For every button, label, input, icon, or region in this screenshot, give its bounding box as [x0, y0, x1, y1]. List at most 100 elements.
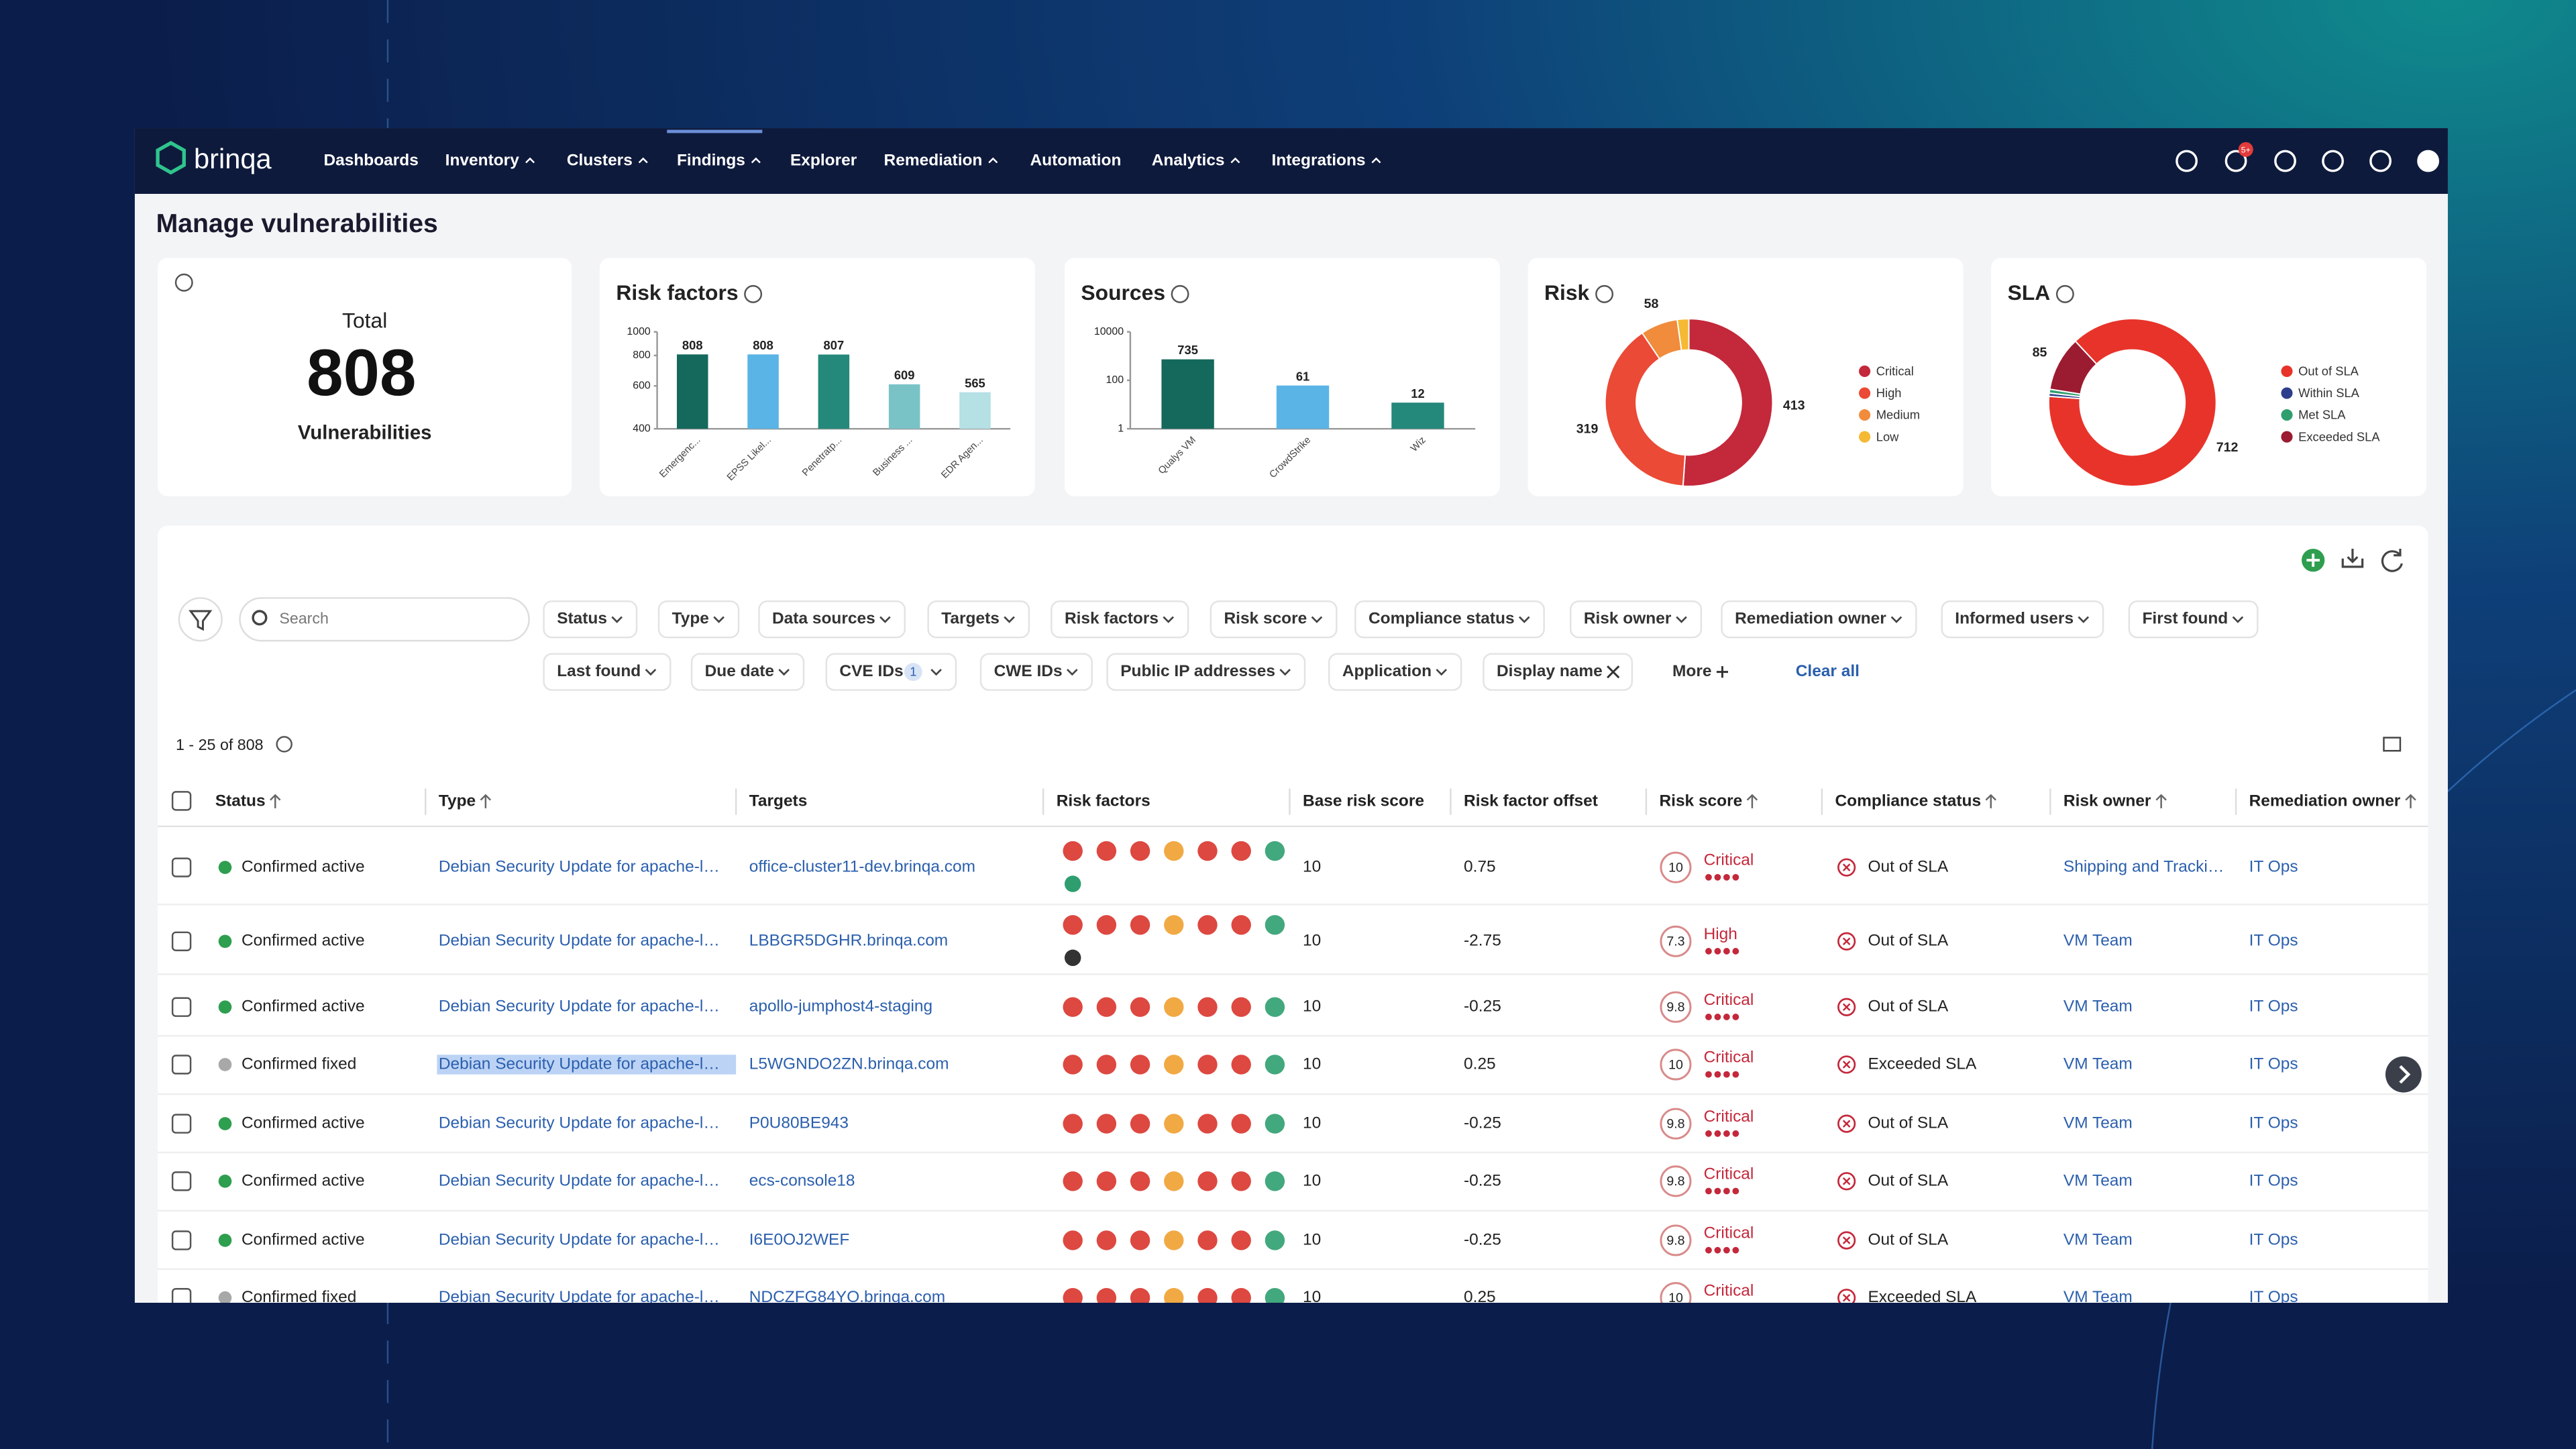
nav-item[interactable]: Explorer	[790, 151, 857, 169]
caret	[2232, 616, 2244, 623]
checkbox[interactable]	[171, 997, 192, 1017]
checkbox[interactable]	[171, 857, 192, 877]
column-header[interactable]: Type	[439, 792, 476, 810]
checkbox[interactable]	[171, 1171, 192, 1191]
filter-chip[interactable]: First found	[2142, 610, 2228, 628]
filter-chip[interactable]: Risk owner	[1584, 610, 1672, 628]
type-link[interactable]: Debian Security Update for apache-l…	[439, 932, 720, 950]
target-link[interactable]: L5WGNDO2ZN.brinqa.com	[749, 1055, 949, 1073]
target-link[interactable]: P0U80BE943	[749, 1114, 849, 1132]
column-header[interactable]: Risk owner	[2063, 792, 2151, 810]
checkbox[interactable]	[171, 1288, 192, 1307]
filter-chip[interactable]: Type	[672, 610, 709, 628]
type-link[interactable]: Debian Security Update for apache-l…	[439, 1055, 720, 1073]
nav-icon[interactable]	[2224, 150, 2247, 172]
filter-chip[interactable]: Risk score	[1224, 610, 1307, 628]
risk-owner[interactable]: VM Team	[2063, 1114, 2133, 1132]
nav-icon[interactable]	[2322, 150, 2344, 172]
legend-swatch	[1859, 387, 1871, 399]
nav-item[interactable]: Inventory	[445, 151, 520, 169]
search-box[interactable]	[239, 597, 530, 642]
clear-all[interactable]: Clear all	[1796, 662, 1860, 680]
nav-icon[interactable]	[2369, 150, 2392, 172]
checkbox[interactable]	[171, 1055, 192, 1075]
filter-chip[interactable]: Display name	[1497, 662, 1603, 680]
nav-icon[interactable]	[2417, 150, 2439, 172]
risk-owner[interactable]: Shipping and Tracki…	[2063, 858, 2224, 876]
chip-border	[1354, 600, 1545, 639]
filter-chip[interactable]: Status	[557, 610, 607, 628]
checkbox[interactable]	[171, 931, 192, 951]
type-link[interactable]: Debian Security Update for apache-l…	[439, 1288, 720, 1306]
risk-factor-icon	[1265, 841, 1285, 861]
download-button[interactable]	[2341, 548, 2364, 568]
nav-item[interactable]: Integrations	[1272, 151, 1366, 169]
risk-owner[interactable]: VM Team	[2063, 998, 2133, 1016]
refresh-button[interactable]	[2381, 548, 2403, 572]
compliance-icon	[1837, 1289, 1856, 1303]
nav-item[interactable]: Analytics	[1152, 151, 1225, 169]
risk-owner[interactable]: VM Team	[2063, 932, 2133, 950]
risk-owner[interactable]: VM Team	[2063, 1230, 2133, 1248]
column-header[interactable]: Risk score	[1659, 792, 1742, 810]
filter-chip[interactable]: Informed users	[1955, 610, 2074, 628]
risk-owner[interactable]: VM Team	[2063, 1288, 2133, 1306]
remediation-owner[interactable]: IT Ops	[2249, 1055, 2298, 1073]
type-link[interactable]: Debian Security Update for apache-l…	[439, 1114, 720, 1132]
target-link[interactable]: apollo-jumphost4-staging	[749, 998, 932, 1016]
column-header[interactable]: Targets	[749, 792, 808, 810]
target-link[interactable]: office-cluster11-dev.brinqa.com	[749, 858, 975, 876]
filter-chip[interactable]: Targets	[941, 610, 1000, 628]
nav-item[interactable]: Automation	[1030, 151, 1122, 169]
checkbox[interactable]	[171, 1114, 192, 1134]
remediation-owner[interactable]: IT Ops	[2249, 1114, 2298, 1132]
remediation-owner[interactable]: IT Ops	[2249, 998, 2298, 1016]
nav-item[interactable]: Findings	[677, 151, 745, 169]
type-link[interactable]: Debian Security Update for apache-l…	[439, 1230, 720, 1248]
filter-chip[interactable]: Data sources	[772, 610, 875, 628]
type-link[interactable]: Debian Security Update for apache-l…	[439, 1171, 720, 1189]
nav-item[interactable]: Remediation	[884, 151, 983, 169]
remediation-owner[interactable]: IT Ops	[2249, 1230, 2298, 1248]
type-link[interactable]: Debian Security Update for apache-l…	[439, 858, 720, 876]
target-link[interactable]: ecs-console18	[749, 1171, 855, 1189]
checkbox[interactable]	[171, 791, 192, 811]
base-risk-score: 10	[1303, 1230, 1321, 1248]
remediation-owner[interactable]: IT Ops	[2249, 858, 2298, 876]
column-header[interactable]: Status	[215, 792, 266, 810]
filter-chip[interactable]: Remediation owner	[1735, 610, 1886, 628]
remediation-owner[interactable]: IT Ops	[2249, 1171, 2298, 1189]
nav-item[interactable]: Clusters	[567, 151, 633, 169]
filter-chip[interactable]: Application	[1342, 662, 1432, 680]
checkbox[interactable]	[171, 1230, 192, 1250]
column-header[interactable]: Base risk score	[1303, 792, 1424, 810]
column-header[interactable]: Risk factor offset	[1464, 792, 1598, 810]
filter-chip[interactable]: More	[1672, 662, 1711, 680]
risk-owner[interactable]: VM Team	[2063, 1171, 2133, 1189]
remediation-owner[interactable]: IT Ops	[2249, 932, 2298, 950]
filter-chip[interactable]: Risk factors	[1065, 610, 1159, 628]
risk-factor-icon	[1197, 1055, 1218, 1075]
target-link[interactable]: NDCZFG84YO.brinqa.com	[749, 1288, 945, 1306]
nav-icon[interactable]	[2274, 150, 2296, 172]
target-link[interactable]: I6E0OJ2WEF	[749, 1230, 850, 1248]
filter-chip[interactable]: Public IP addresses	[1120, 662, 1275, 680]
column-header[interactable]: Risk factors	[1057, 792, 1150, 810]
severity-dot	[1723, 1014, 1730, 1020]
risk-owner[interactable]: VM Team	[2063, 1055, 2133, 1073]
nav-item[interactable]: Dashboards	[323, 151, 418, 169]
filter-chip[interactable]: Compliance status	[1368, 610, 1515, 628]
remediation-owner[interactable]: IT Ops	[2249, 1288, 2298, 1306]
columns-button[interactable]	[2383, 737, 2402, 752]
filter-chip[interactable]: Last found	[557, 662, 641, 680]
filter-chip[interactable]: CWE IDs	[994, 662, 1063, 680]
filter-chip[interactable]: Due date	[705, 662, 774, 680]
target-link[interactable]: LBBGR5DGHR.brinqa.com	[749, 932, 948, 950]
column-header[interactable]: Compliance status	[1835, 792, 1982, 810]
nav-icon[interactable]	[2176, 150, 2198, 172]
scroll-right-button[interactable]	[2385, 1056, 2422, 1093]
column-header[interactable]: Remediation owner	[2249, 792, 2401, 810]
filter-button[interactable]	[178, 597, 223, 642]
filter-chip[interactable]: CVE IDs	[839, 662, 903, 680]
type-link[interactable]: Debian Security Update for apache-l…	[439, 998, 720, 1016]
